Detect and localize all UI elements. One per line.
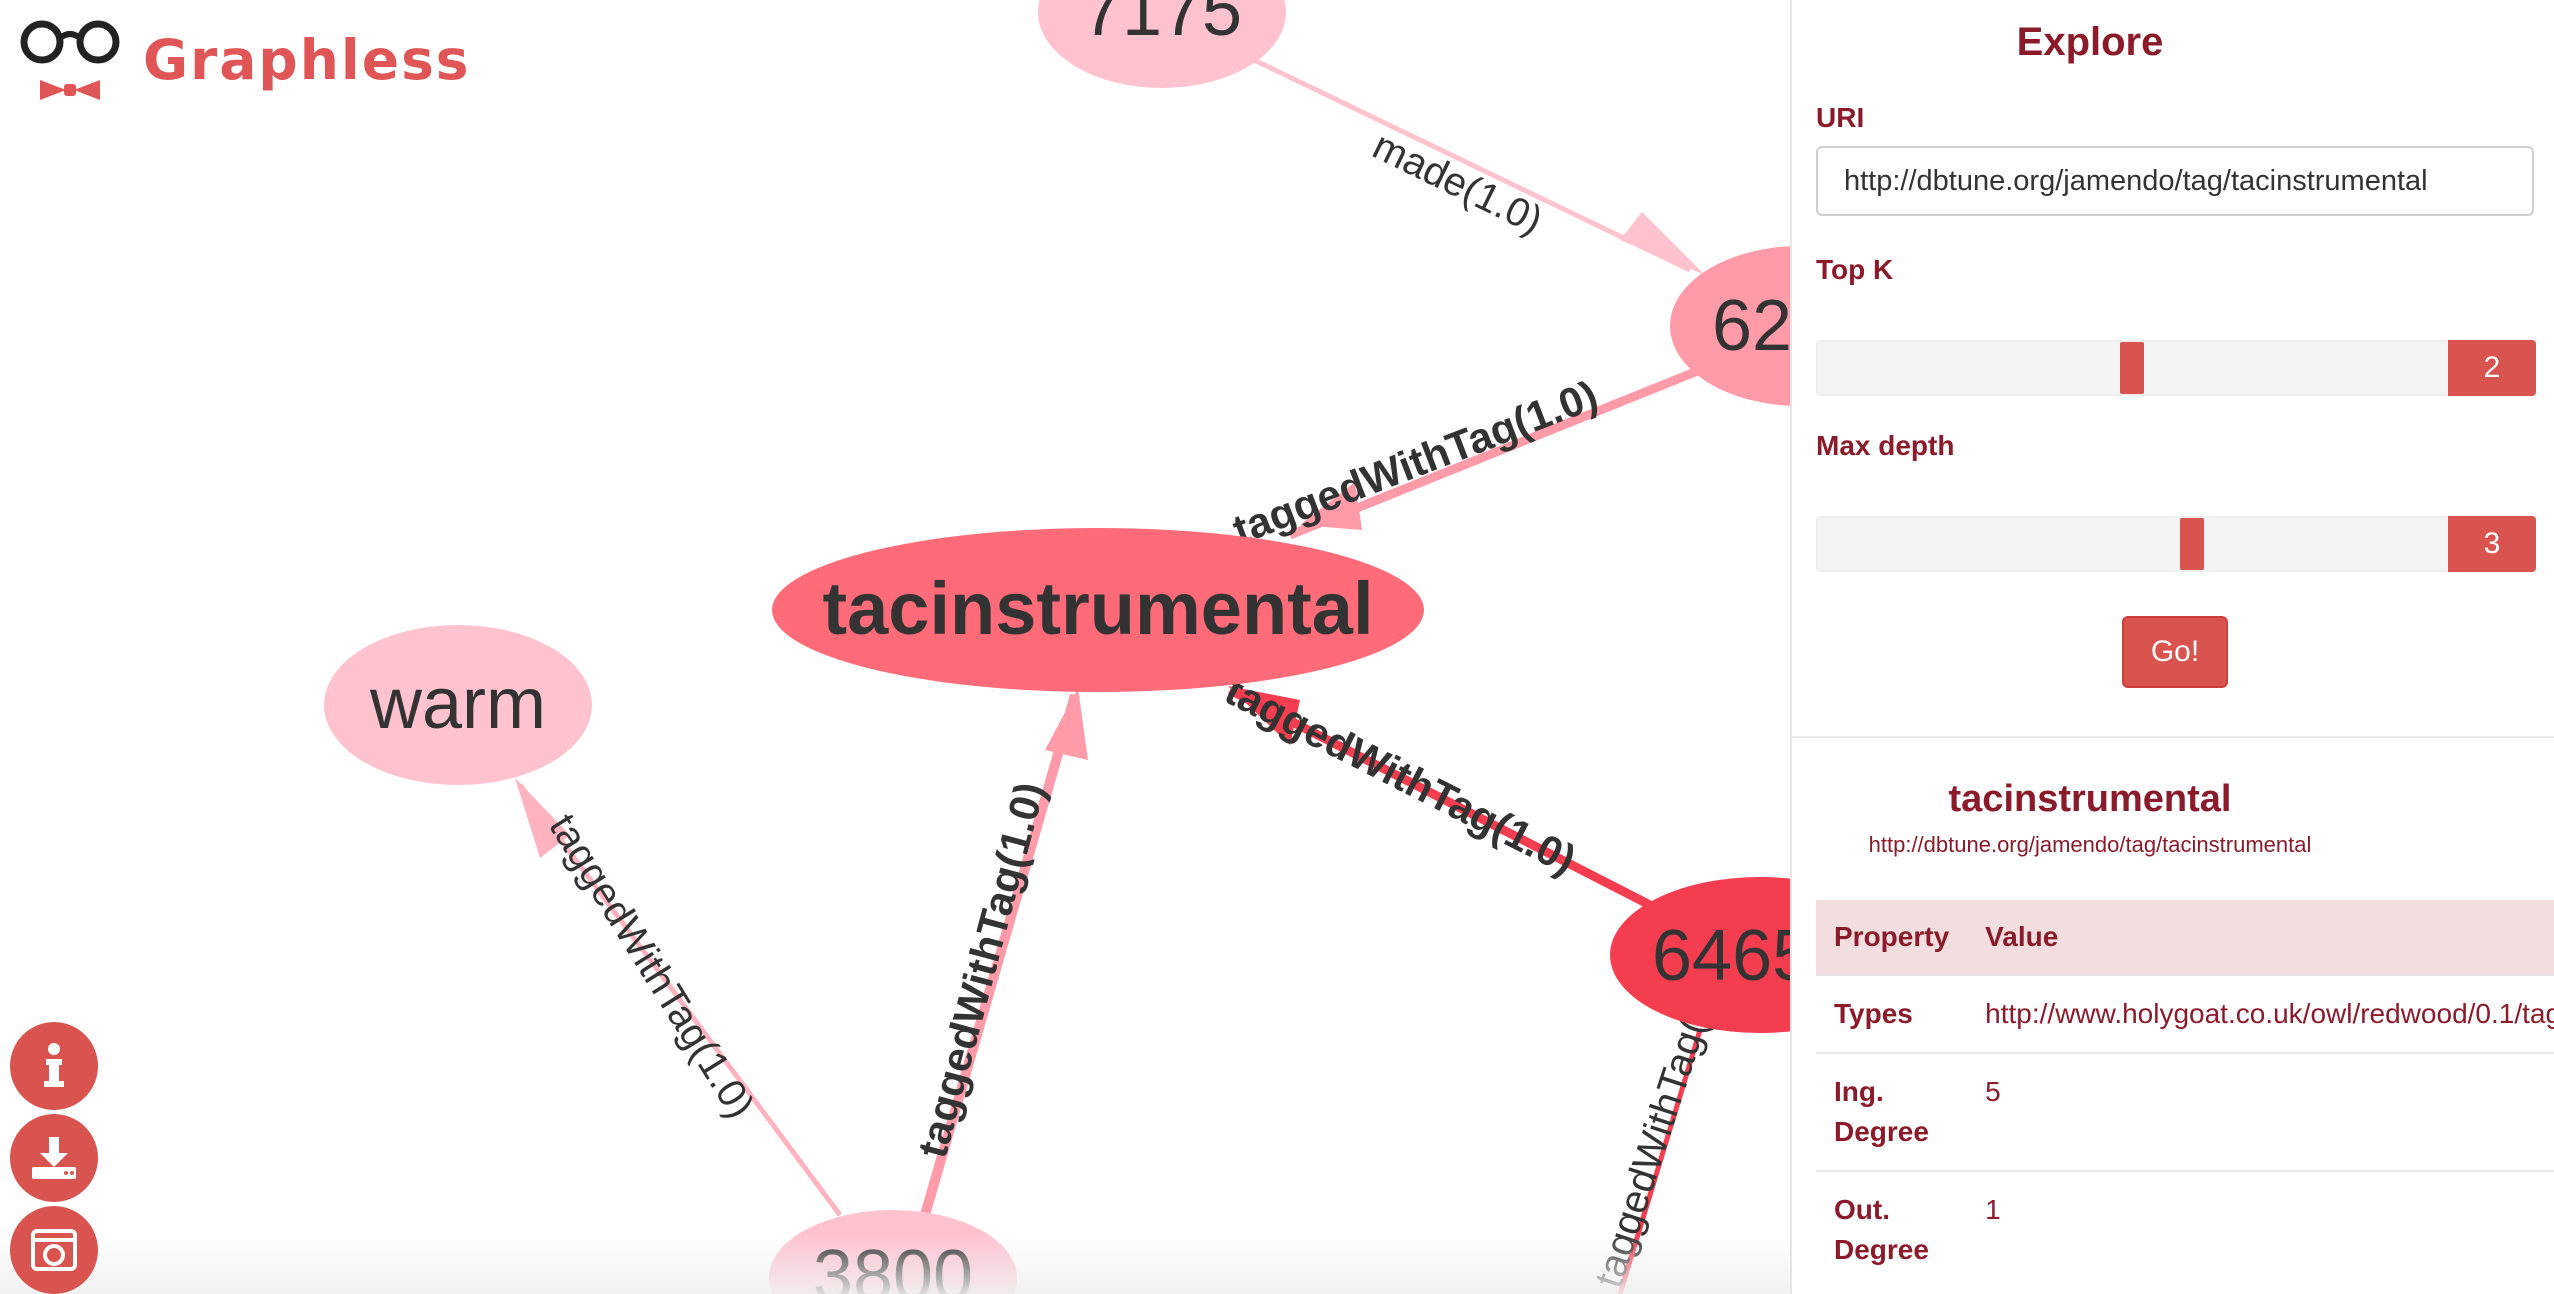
value-cell: 1 (1967, 1170, 2554, 1288)
node-label: warm (369, 664, 546, 744)
value-cell: 5 (1967, 1052, 2554, 1171)
types-link[interactable]: http://www.holygoat.co.uk/owl/redwood/0.… (1985, 998, 2554, 1029)
node-label: tacinstrumental (822, 567, 1373, 650)
node-62[interactable]: 62 (1670, 246, 1790, 406)
download-button[interactable] (10, 1114, 98, 1202)
edge-tagged-2[interactable]: taggedWithTag(1.0) (1218, 666, 1653, 910)
node-7175[interactable]: 7175 (1038, 0, 1286, 88)
topk-value: 2 (2448, 340, 2536, 396)
app-logo: Graphless (18, 18, 469, 108)
property-line: Ing. (1834, 1076, 1884, 1107)
node-label: 62 (1712, 286, 1790, 366)
app-name: Graphless (143, 28, 471, 92)
explore-panel: Explore URI Top K 2 Max depth 3 Go! taci… (1790, 0, 2554, 1294)
selected-node-uri: http://dbtune.org/jamendo/tag/tacinstrum… (1868, 832, 2312, 857)
uri-label: URI (1816, 102, 1865, 133)
download-icon (32, 1137, 76, 1179)
table-row: Types http://www.holygoat.co.uk/owl/redw… (1816, 974, 2554, 1053)
max-depth-value: 3 (2448, 516, 2536, 572)
edge-tagged-1[interactable]: taggedWithTag(1.0) (1226, 365, 1702, 553)
uri-input[interactable] (1816, 146, 2534, 216)
edge-made[interactable]: made(1.0) (1248, 55, 1705, 275)
table-header-row: Property Value (1816, 900, 2554, 975)
max-depth-slider-handle[interactable] (2180, 518, 2204, 570)
topk-slider-handle[interactable] (2120, 342, 2144, 394)
property-line: Degree (1834, 1116, 1929, 1147)
property-cell: Out. Degree (1816, 1170, 1968, 1288)
table-row: Ing. Degree 5 (1816, 1052, 2554, 1171)
screenshot-button[interactable] (10, 1206, 98, 1294)
edge-label: taggedWithTag(1.0) (908, 777, 1053, 1162)
property-line: Out. (1834, 1194, 1890, 1225)
glasses-bowtie-icon (20, 20, 120, 100)
edge-tagged-4[interactable]: taggedWithTag(1.0) (908, 688, 1088, 1217)
property-cell: Types (1816, 974, 1968, 1053)
node-label: 7175 (1082, 0, 1242, 51)
panel-title: Explore (2016, 20, 2164, 64)
property-header: Property (1816, 900, 1968, 975)
node-warm[interactable]: warm (324, 625, 592, 785)
edge-label: taggedWithTag(1.0) (1226, 371, 1603, 553)
screenshot-icon (31, 1229, 77, 1271)
properties-table: Property Value Types http://www.holygoat… (1816, 900, 2554, 1288)
topk-label: Top K (1816, 254, 1894, 285)
edge-tagged-3[interactable]: taggedWithTag(1.0) (515, 778, 843, 1217)
max-depth-label: Max depth (1816, 430, 1955, 461)
go-button[interactable]: Go! (2122, 616, 2228, 688)
property-cell: Ing. Degree (1816, 1052, 1968, 1171)
selected-node-title: tacinstrumental (1948, 778, 2232, 820)
graph-canvas[interactable]: made(1.0) taggedWithTag(1.0) taggedWithT… (0, 0, 1790, 1294)
info-button[interactable] (10, 1022, 98, 1110)
node-tacinstrumental[interactable]: tacinstrumental (772, 528, 1424, 692)
property-line: Degree (1834, 1234, 1929, 1265)
info-icon (44, 1043, 64, 1087)
node-label: 6465 (1652, 916, 1790, 996)
edge-label: taggedWithTag(1.0) (1218, 666, 1583, 883)
panel-divider (1792, 736, 2554, 738)
max-depth-slider[interactable]: 3 (1816, 516, 2536, 572)
node-6465[interactable]: 6465 (1610, 877, 1790, 1033)
edge-label: made(1.0) (1366, 124, 1549, 243)
table-row: Out. Degree 1 (1816, 1170, 2554, 1288)
value-header: Value (1967, 900, 2554, 975)
topk-slider[interactable]: 2 (1816, 340, 2536, 396)
edge-label: taggedWithTag(1.0) (540, 806, 762, 1125)
bottom-fade (0, 1234, 1790, 1294)
value-cell[interactable]: http://www.holygoat.co.uk/owl/redwood/0.… (1967, 974, 2554, 1053)
